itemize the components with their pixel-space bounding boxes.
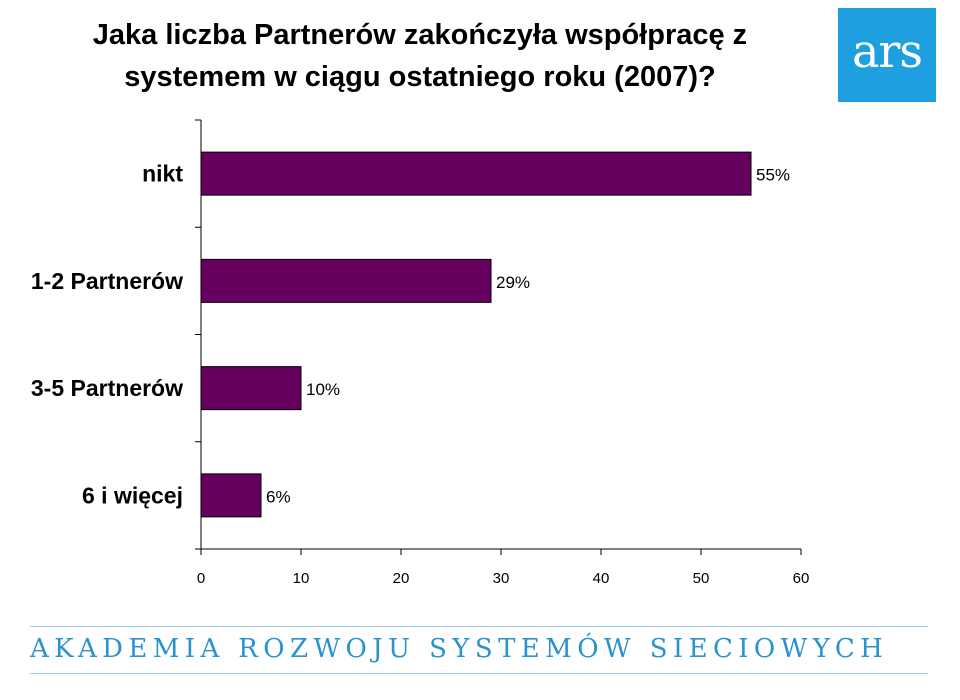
x-tick-label: 50 — [693, 570, 710, 587]
ars-logo: ars — [838, 8, 936, 102]
x-tick-label: 30 — [493, 570, 510, 587]
x-tick-label: 40 — [593, 570, 610, 587]
bar — [200, 258, 492, 303]
data-label: 6% — [266, 487, 291, 506]
data-label: 29% — [496, 273, 530, 292]
ars-logo-text: ars — [851, 24, 923, 78]
category-label: nikt — [142, 161, 183, 187]
data-label: 10% — [306, 380, 340, 399]
chart-title-line-1: Jaka liczba Partnerów zakończyła współpr… — [92, 19, 748, 51]
x-tick-label: 20 — [393, 570, 410, 587]
bar — [200, 473, 262, 518]
x-tick-label: 10 — [293, 570, 310, 587]
bar-chart: 0 10 20 30 40 50 60 nikt 55% 1-2 Partnerów 29% 3-5 … — [31, 119, 810, 587]
data-label: 55% — [756, 166, 790, 185]
footer-rule-top — [30, 626, 928, 627]
chart-title-line-2: systemem w ciągu ostatniego roku (2007)? — [124, 61, 716, 93]
category-label: 1-2 Partnerów — [31, 268, 183, 294]
bar — [200, 151, 752, 196]
chart-title: Jaka liczba Partnerów zakończyła współpr… — [0, 14, 840, 98]
category-label: 3-5 Partnerów — [31, 375, 183, 401]
x-tick-label: 60 — [793, 570, 810, 587]
bar — [200, 366, 302, 411]
x-tick-label: 0 — [197, 570, 205, 587]
category-label: 6 i więcej — [82, 482, 183, 508]
footer-rule-bottom — [30, 673, 928, 674]
footer-text: AKADEMIA ROZWOJU SYSTEMÓW SIECIOWYCH — [30, 634, 889, 664]
